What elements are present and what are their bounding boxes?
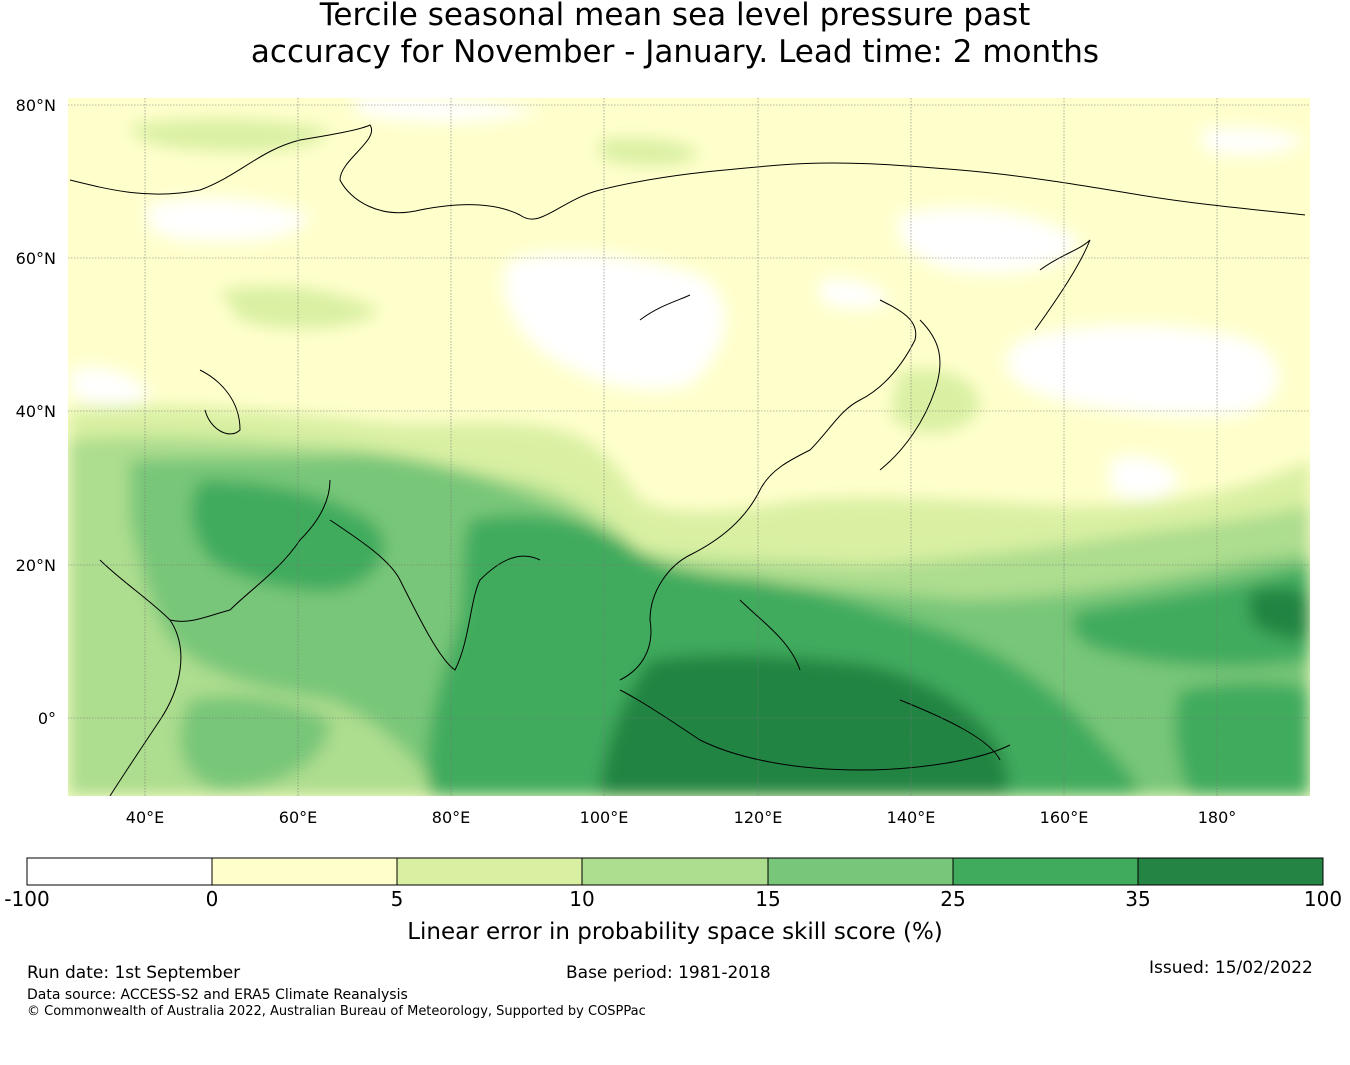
base-period: Base period: 1981-2018 bbox=[566, 963, 771, 983]
colorbar-tick: 100 bbox=[1304, 887, 1342, 911]
colorbar-frame bbox=[26, 857, 1324, 886]
lon-tick: 100°E bbox=[580, 808, 629, 827]
colorbar-tick: 35 bbox=[1125, 887, 1150, 911]
lon-tick: 80°E bbox=[432, 808, 470, 827]
lon-tick: 140°E bbox=[887, 808, 936, 827]
colorbar-swatch bbox=[953, 858, 1138, 885]
skill-field bbox=[68, 98, 1310, 796]
colorbar-swatch bbox=[27, 858, 212, 885]
colorbar-swatch bbox=[397, 858, 582, 885]
lon-tick: 160°E bbox=[1040, 808, 1089, 827]
colorbar-tick: 10 bbox=[569, 887, 594, 911]
data-source: Data source: ACCESS-S2 and ERA5 Climate … bbox=[27, 987, 408, 1003]
map-gridlines bbox=[68, 98, 1310, 796]
lat-tick: 40°N bbox=[16, 402, 56, 421]
lon-tick: 60°E bbox=[279, 808, 317, 827]
colorbar-swatch bbox=[582, 858, 768, 885]
colorbar-swatch bbox=[212, 858, 397, 885]
colorbar-tick: 15 bbox=[755, 887, 780, 911]
skill-map-figure: 80°N 60°N 40°N 20°N 0° 40°E 60°E 80°E 10… bbox=[4, 96, 1342, 945]
lat-tick: 0° bbox=[38, 709, 56, 728]
lon-tick: 180° bbox=[1198, 808, 1237, 827]
lat-tick: 60°N bbox=[16, 249, 56, 268]
latitude-ticks: 80°N 60°N 40°N 20°N 0° bbox=[16, 96, 56, 728]
colorbar-swatch bbox=[1138, 858, 1323, 885]
copyright: © Commonwealth of Australia 2022, Austra… bbox=[27, 1004, 646, 1019]
lon-tick: 120°E bbox=[734, 808, 783, 827]
colorbar-label: Linear error in probability space skill … bbox=[407, 919, 943, 945]
colorbar-tick: 0 bbox=[206, 887, 219, 911]
colorbar: -100 0 5 10 15 25 35 100 Linear error in… bbox=[4, 857, 1342, 945]
lat-tick: 80°N bbox=[16, 96, 56, 115]
run-date: Run date: 1st September bbox=[27, 963, 241, 983]
colorbar-tick: 5 bbox=[391, 887, 404, 911]
colorbar-swatch bbox=[768, 858, 953, 885]
issued-date: Issued: 15/02/2022 bbox=[1149, 958, 1313, 978]
map-title-line2: accuracy for November - January. Lead ti… bbox=[250, 34, 1100, 70]
longitude-ticks: 40°E 60°E 80°E 100°E 120°E 140°E 160°E 1… bbox=[126, 808, 1237, 827]
colorbar-tick: -100 bbox=[4, 887, 49, 911]
coastlines bbox=[69, 124, 1306, 796]
map-title-line1: Tercile seasonal mean sea level pressure… bbox=[319, 0, 1031, 33]
lon-tick: 40°E bbox=[126, 808, 164, 827]
colorbar-tick: 25 bbox=[940, 887, 965, 911]
lat-tick: 20°N bbox=[16, 556, 56, 575]
